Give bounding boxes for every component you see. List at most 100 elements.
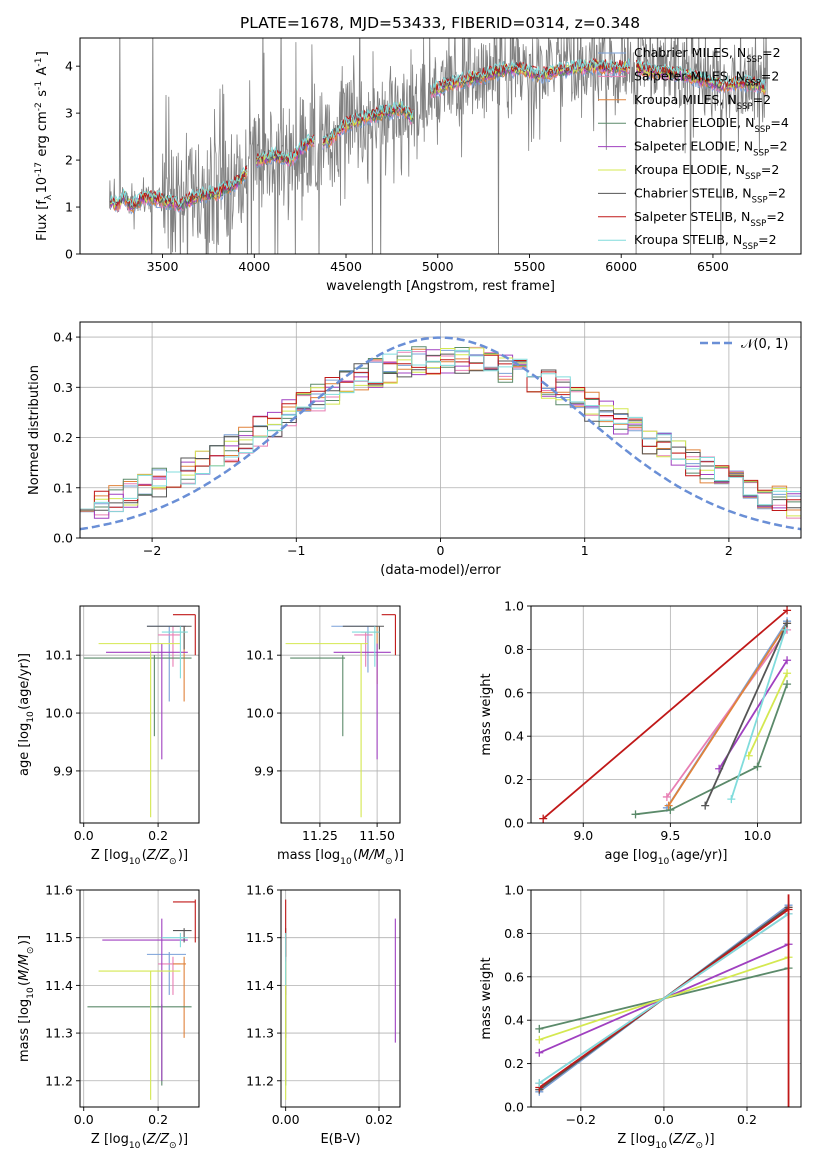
residuals-ytick-label: 0.0 (53, 531, 73, 546)
errorbar-point (172, 899, 196, 943)
age_vs_Z-xtick-label: 0.2 (148, 828, 168, 843)
weight-marker (535, 1024, 544, 1033)
weight_vs_Z-ylabel: mass weight (479, 957, 494, 1039)
spectrum-ytick-label: 0 (65, 247, 73, 262)
spectrum-ytick-label: 2 (65, 153, 73, 168)
weight_vs_Z-xtick-label: 0.2 (737, 1112, 757, 1127)
age_vs_mass-ytick-label: 10.0 (246, 706, 274, 721)
mass_vs_Z-xlabel: Z [log10 (Z/Z⊙ )] (91, 1132, 188, 1151)
weight_vs_age-ytick-label: 0.0 (504, 816, 524, 831)
legend-label: Chabrier ELODIE, NSSP=4 (634, 115, 789, 135)
weight-line (730, 629, 787, 800)
mass_vs_Z-frame: 0.0 0.2 11.2 11.3 11.4 11.5 11.6 Z [log10 (Z/Z⊙… (17, 883, 200, 1151)
age_vs_mass-spines (280, 605, 401, 824)
weight_vs_age-xtick-label: 9.5 (660, 828, 680, 843)
weight-marker (753, 762, 762, 771)
residuals-xtick-label: 0 (437, 543, 445, 558)
weight-marker (535, 1079, 544, 1088)
age_vs_mass-xlabel: mass [log10 (M/M⊙ )] (277, 848, 404, 867)
legend-label: Kroupa STELIB, NSSP=2 (634, 232, 777, 252)
mass_vs_Z-ytick-label: 11.2 (45, 1073, 73, 1088)
residuals-frame: −2 −1 0 1 2 0.0 0.1 0.2 0.3 0.4 (data-model)/error… (27, 321, 802, 578)
legend-label: Chabrier MILES, NSSP=2 (634, 45, 781, 65)
weight-marker (727, 795, 736, 804)
weight-line (704, 623, 788, 806)
age_vs_Z-ytick-label: 10.0 (45, 706, 73, 721)
errorbar-point (285, 643, 368, 818)
errorbar-point (290, 655, 346, 737)
weight-line (635, 683, 788, 816)
age_vs_mass-frame: 11.25 11.50 9.9 10.0 10.1 mass [log10 (M/M⊙ )… (246, 605, 404, 867)
mass_vs_ebv-ytick-label: 11.5 (246, 930, 274, 945)
residual-hist-chabrier-stelib (80, 353, 801, 511)
weight-marker (781, 625, 790, 634)
weight_vs_age-xtick-label: 10.0 (744, 828, 772, 843)
errorbar-point (87, 1004, 192, 1086)
mass_vs_Z-ytick-label: 11.3 (45, 1026, 73, 1041)
weight_vs_Z-ytick-label: 0.8 (504, 926, 524, 941)
errorbar-point (102, 918, 188, 1081)
observed-spectrum (109, 38, 768, 254)
legend-label: Salpeter MILES, NSSP=2 (634, 68, 779, 88)
legend-label: Salpeter STELIB, NSSP=2 (634, 209, 785, 229)
mass_vs_Z-ytick-label: 11.6 (45, 883, 73, 898)
spectrum-ytick-label: 4 (65, 59, 73, 74)
mass_vs_Z-ytick-label: 11.4 (45, 978, 73, 993)
age_vs_Z-ytick-label: 9.9 (53, 763, 73, 778)
weight-marker (666, 805, 675, 814)
errorbar-point (333, 643, 391, 760)
spectrum-xlabel: wavelength [Angstrom, rest frame] (326, 279, 555, 294)
mass_vs_ebv-plot (285, 899, 396, 1100)
residuals-legend: 𝒩(0, 1) (700, 337, 788, 352)
spectrum-xtick-label: 5500 (514, 259, 546, 274)
errorbar-point (98, 643, 181, 818)
residuals-ylabel: Normed distribution (27, 365, 42, 495)
spectrum-xtick-label: 6500 (697, 259, 729, 274)
residual-hist-salpeter-stelib (80, 354, 801, 511)
residuals-plot (80, 336, 801, 531)
mass_vs_ebv-ytick-label: 11.2 (246, 1073, 274, 1088)
mass_vs_Z-axes (80, 889, 199, 1107)
residuals-xtick-label: −2 (143, 543, 161, 558)
errorbar-point (342, 625, 384, 650)
weight_vs_Z-ytick-label: 0.2 (504, 1056, 524, 1071)
weight_vs_age-ytick-label: 1.0 (504, 599, 524, 614)
errorbar-point (172, 614, 196, 656)
spectrum-ylabel: Flux [fλ 10-17 erg cm-2 s-1 A-1 ] (34, 51, 54, 241)
legend-label: 𝒩(0, 1) (741, 337, 788, 352)
weight_vs_age-ylabel: mass weight (479, 673, 494, 755)
spectrum-ytick-label: 1 (65, 200, 73, 215)
mass_vs_ebv-frame: 0.00 0.02 11.2 11.3 11.4 11.5 11.6 E(B-V) (246, 883, 401, 1147)
weight_vs_age-spines (530, 605, 802, 824)
errorbar-point (83, 655, 192, 737)
residual-hist-kroupa-stelib (80, 349, 801, 513)
weight_vs_age-plot (539, 606, 792, 823)
weight_vs_age-ytick-label: 0.6 (504, 685, 524, 700)
mass_vs_ebv-spines (280, 889, 401, 1108)
residuals-ytick-label: 0.3 (53, 380, 73, 395)
weight-marker (539, 814, 548, 823)
weight-line (538, 913, 790, 1084)
weight_vs_age-ytick-label: 0.2 (504, 772, 524, 787)
mass_vs_Z-ylabel: mass [log10 (M/M⊙ )] (17, 935, 36, 1062)
mass_vs_ebv-xlabel: E(B-V) (320, 1132, 360, 1147)
errorbar-point (331, 625, 378, 673)
weight_vs_Z-ytick-label: 1.0 (504, 883, 524, 898)
errorbar-point (146, 952, 186, 995)
residuals-ytick-label: 0.4 (53, 330, 73, 345)
mass_vs_ebv-axes (281, 889, 400, 1107)
residuals-ytick-label: 0.2 (53, 430, 73, 445)
weight-marker (783, 656, 792, 665)
weight-marker (783, 669, 792, 678)
weight-marker (783, 680, 792, 689)
weight_vs_Z-xlabel: Z [log10 (Z/Z⊙ )] (617, 1132, 714, 1151)
weight_vs_Z-spines (530, 889, 802, 1108)
weight-marker (535, 1048, 544, 1057)
age_vs_Z-xtick-label: 0.0 (74, 828, 94, 843)
spectrum-legend: Chabrier MILES, NSSP=2 Salpeter MILES, NS… (598, 45, 789, 252)
mass_vs_ebv-xtick-label: 0.00 (272, 1112, 300, 1127)
residuals-xtick-label: 1 (581, 543, 589, 558)
errorbar-point (158, 626, 181, 667)
spectrum-plot (109, 38, 768, 254)
weight_vs_Z-ytick-label: 0.0 (504, 1100, 524, 1115)
